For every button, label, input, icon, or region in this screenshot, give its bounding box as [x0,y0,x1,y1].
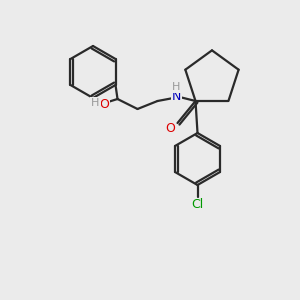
Text: H: H [91,98,100,108]
Text: O: O [100,98,110,112]
Text: N: N [172,91,181,103]
Text: H: H [172,82,181,92]
Text: Cl: Cl [191,199,204,212]
Text: O: O [166,122,176,134]
